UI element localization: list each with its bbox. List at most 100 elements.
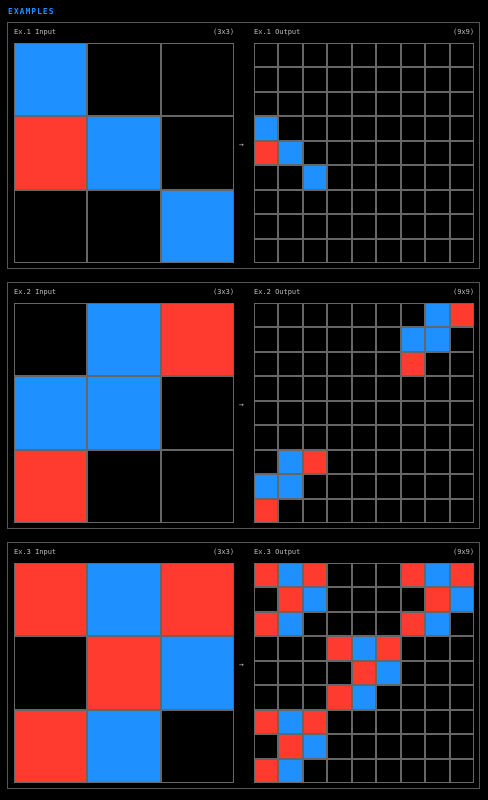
grid-cell	[255, 450, 278, 474]
grid-cell	[450, 735, 473, 758]
grid-cell	[279, 759, 302, 782]
grid-cell	[255, 44, 278, 67]
grid-cell	[303, 450, 327, 474]
grid-cell	[328, 450, 351, 474]
grid-cell	[377, 637, 400, 660]
grid-cell	[401, 588, 425, 611]
grid-cell	[303, 564, 327, 587]
grid-cell	[401, 215, 425, 238]
grid-cell	[328, 735, 351, 758]
grid-cell	[450, 92, 473, 116]
grid-cell	[377, 68, 400, 91]
grid-cell	[450, 475, 473, 498]
grid-cell	[328, 499, 351, 522]
grid-cell	[303, 377, 327, 400]
grid-cell	[328, 239, 351, 262]
grid-cell	[303, 304, 327, 327]
grid-cell	[426, 352, 449, 376]
grid-cell	[161, 637, 233, 709]
grid-cell	[377, 215, 400, 238]
grid-cell	[161, 44, 233, 116]
grid-cell	[255, 588, 278, 611]
grid-cell	[401, 352, 425, 376]
grid-cell	[279, 475, 302, 498]
grid-cell	[328, 612, 351, 636]
grid-cell	[377, 44, 400, 67]
grid-cell	[352, 710, 376, 734]
grid-cell	[352, 759, 376, 782]
grid-cell	[352, 499, 376, 522]
grid-cell	[401, 735, 425, 758]
grid-cell	[401, 499, 425, 522]
grid-cell	[88, 304, 160, 376]
grid-cell	[377, 661, 400, 685]
output-grid	[254, 303, 474, 523]
grid-cell	[279, 166, 302, 189]
grid-cell	[352, 328, 376, 351]
grid-cell	[426, 401, 449, 425]
grid-cell	[426, 239, 449, 262]
grid-cell	[401, 377, 425, 400]
grid-cell	[401, 426, 425, 449]
grid-cell	[328, 141, 351, 165]
grid-cell	[352, 450, 376, 474]
grid-cell	[328, 166, 351, 189]
grid-cell	[255, 661, 278, 685]
grid-cell	[15, 637, 87, 709]
grid-cell	[352, 190, 376, 214]
output-grid	[254, 563, 474, 783]
grid-cell	[279, 117, 302, 140]
grid-cell	[426, 215, 449, 238]
grid-cell	[450, 117, 473, 140]
grid-cell	[450, 328, 473, 351]
grid-cell	[426, 475, 449, 498]
grid-cell	[377, 92, 400, 116]
grid-cell	[352, 588, 376, 611]
grid-cell	[426, 117, 449, 140]
grid-cell	[450, 499, 473, 522]
grid-cell	[279, 239, 302, 262]
grid-cell	[279, 68, 302, 91]
grid-cell	[450, 661, 473, 685]
grid-cell	[328, 117, 351, 140]
grid-cell	[303, 612, 327, 636]
grid-cell	[450, 450, 473, 474]
grid-cell	[377, 499, 400, 522]
output-size: (9x9)	[453, 548, 475, 556]
grid-cell	[352, 44, 376, 67]
grid-cell	[255, 352, 278, 376]
grid-cell	[15, 117, 87, 189]
grid-cell	[303, 401, 327, 425]
grid-cell	[255, 377, 278, 400]
grid-cell	[255, 92, 278, 116]
grid-cell	[401, 686, 425, 709]
grid-cell	[450, 564, 473, 587]
grid-cell	[279, 686, 302, 709]
grid-cell	[279, 215, 302, 238]
grid-cell	[426, 44, 449, 67]
example-panel-2: Ex.2 Input (3x3) Ex.2 Output (9x9) →	[7, 282, 480, 529]
grid-cell	[328, 759, 351, 782]
example-panel-3: Ex.3 Input (3x3) Ex.3 Output (9x9) →	[7, 542, 480, 789]
grid-cell	[377, 401, 400, 425]
grid-cell	[255, 686, 278, 709]
grid-cell	[377, 686, 400, 709]
grid-cell	[352, 141, 376, 165]
grid-cell	[303, 637, 327, 660]
grid-cell	[401, 612, 425, 636]
grid-cell	[426, 612, 449, 636]
grid-cell	[426, 661, 449, 685]
output-label: Ex.2 Output	[254, 288, 301, 296]
grid-cell	[303, 426, 327, 449]
output-size: (9x9)	[453, 288, 475, 296]
grid-cell	[15, 304, 87, 376]
grid-cell	[377, 450, 400, 474]
grid-cell	[255, 637, 278, 660]
grid-cell	[255, 141, 278, 165]
grid-cell	[279, 92, 302, 116]
grid-cell	[328, 68, 351, 91]
grid-cell	[255, 759, 278, 782]
grid-cell	[377, 239, 400, 262]
grid-cell	[352, 426, 376, 449]
grid-cell	[303, 735, 327, 758]
